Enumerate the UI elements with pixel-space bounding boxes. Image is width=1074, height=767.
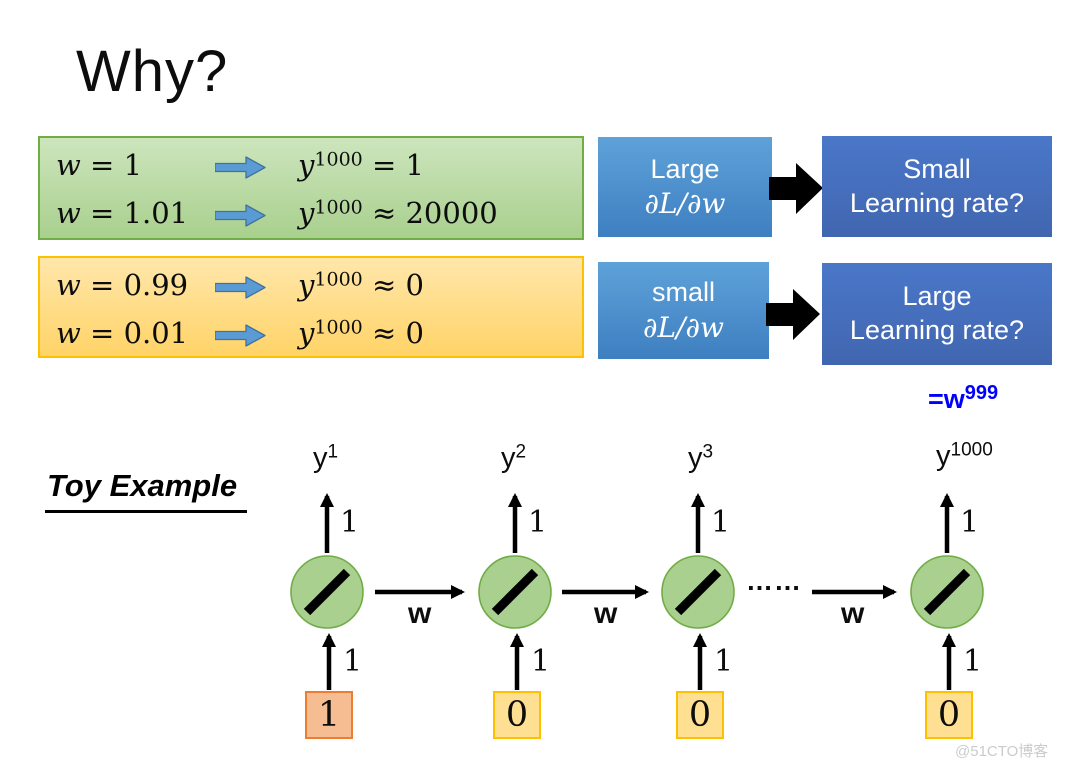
output-weight-label: 1 <box>960 505 980 540</box>
equation-lhs: w = 1 <box>56 148 142 182</box>
y-sup: 2 <box>515 441 527 463</box>
math-superscript: 1000 <box>314 148 363 171</box>
math-superscript: 1000 <box>314 268 363 291</box>
linear-activation-slash <box>491 568 539 616</box>
learning-rate-box-large: Large Learning rate? <box>822 263 1052 365</box>
annotation-base: =w <box>928 384 965 414</box>
toy-example-label: Toy Example <box>45 468 248 513</box>
math-var: y <box>298 316 315 350</box>
math-var: y <box>298 148 315 182</box>
transition-weight-label: w <box>841 597 865 630</box>
equation-lhs: w = 0.99 <box>56 268 188 302</box>
blue-block-arrow-icon <box>215 204 266 227</box>
math-var: y <box>298 196 315 230</box>
linear-activation-slash <box>303 568 351 616</box>
black-block-arrow-icon <box>766 289 820 340</box>
cause-label: small <box>651 277 715 308</box>
equation-rhs: y1000 ≈ 20000 <box>298 196 498 230</box>
input-box-2: 0 <box>493 691 541 739</box>
equation-row: w = 1 y1000 = 1 <box>40 142 582 192</box>
linear-activation-slash <box>674 568 722 616</box>
y-var: y <box>501 442 516 474</box>
input-weight-label: 1 <box>963 644 983 679</box>
output-label-y2: y2 <box>501 442 526 475</box>
effect-label2: Learning rate? <box>849 315 1025 345</box>
ellipsis-dots: …… <box>746 566 802 596</box>
w-power-annotation: =w999 <box>928 382 999 415</box>
partial-derivative-label: ∂L/∂w <box>644 187 726 221</box>
black-block-arrow-icon <box>769 163 823 214</box>
math-rest: = 0.01 <box>80 316 189 350</box>
equation-row: w = 0.99 y1000 ≈ 0 <box>40 262 582 312</box>
output-weight-label: 1 <box>528 505 548 540</box>
output-weight-label: 1 <box>340 505 360 540</box>
gradient-cause-box-small: small ∂L/∂w <box>598 262 769 359</box>
input-box-1: 1 <box>305 691 353 739</box>
output-label-y1: y1 <box>313 442 338 475</box>
math-rest: ≈ 20000 <box>362 196 498 230</box>
y-sup: 1000 <box>950 439 993 461</box>
partial-derivative-label: ∂L/∂w <box>643 310 724 344</box>
math-rest: = 1 <box>362 148 424 182</box>
effect-label: Large <box>902 281 972 312</box>
equation-rhs: y1000 ≈ 0 <box>298 316 424 350</box>
math-rest: ≈ 0 <box>362 316 424 350</box>
y-sup: 1 <box>327 441 339 463</box>
math-var: w <box>56 148 81 182</box>
equation-lhs: w = 0.01 <box>56 316 188 350</box>
input-box-3: 0 <box>676 691 724 739</box>
page-title: Why? <box>76 39 229 104</box>
math-superscript: 1000 <box>314 196 363 219</box>
input-weight-label: 1 <box>714 644 734 679</box>
math-var: w <box>56 268 81 302</box>
math-rest: = 0.99 <box>80 268 189 302</box>
math-rest: = 1 <box>80 148 143 182</box>
math-var: w <box>56 316 81 350</box>
equation-rhs: y1000 = 1 <box>298 148 424 182</box>
gradient-cause-box-large: Large ∂L/∂w <box>598 137 772 237</box>
output-weight-label: 1 <box>711 505 731 540</box>
orange-equation-box: w = 0.99 y1000 ≈ 0 w = 0.01 y1000 ≈ 0 <box>38 256 584 358</box>
green-equation-box: w = 1 y1000 = 1 w = 1.01 y1000 ≈ 20000 <box>38 136 584 240</box>
y-var: y <box>688 442 703 474</box>
output-label-y1000: y1000 <box>936 440 993 473</box>
neuron-node <box>661 555 735 629</box>
neuron-node <box>478 555 552 629</box>
math-rest: = 1.01 <box>80 196 189 230</box>
watermark: @51CTO博客 <box>955 743 1049 760</box>
rnn-chain-diagram <box>290 493 984 690</box>
math-var: y <box>298 268 315 302</box>
annotation-superscript: 999 <box>964 382 999 404</box>
neuron-node <box>290 555 364 629</box>
math-superscript: 1000 <box>314 316 363 339</box>
input-weight-label: 1 <box>531 644 551 679</box>
cause-label: Large <box>650 153 720 184</box>
transition-weight-label: w <box>408 597 432 630</box>
y-var: y <box>313 442 328 474</box>
linear-activation-slash <box>923 568 971 616</box>
y-var: y <box>936 440 951 472</box>
equation-lhs: w = 1.01 <box>56 196 188 230</box>
math-var: w <box>56 196 81 230</box>
blue-block-arrow-icon <box>215 276 266 299</box>
equation-rhs: y1000 ≈ 0 <box>298 268 424 302</box>
effect-label: Small <box>903 153 971 184</box>
math-rest: ≈ 0 <box>362 268 424 302</box>
equation-row: w = 1.01 y1000 ≈ 20000 <box>40 190 582 240</box>
effect-label2: Learning rate? <box>849 187 1025 218</box>
input-weight-label: 1 <box>343 644 363 679</box>
blue-block-arrow-icon <box>215 156 266 179</box>
learning-rate-box-small: Small Learning rate? <box>822 136 1052 237</box>
y-sup: 3 <box>702 441 714 463</box>
equation-row: w = 0.01 y1000 ≈ 0 <box>40 310 582 360</box>
neuron-node <box>910 555 984 629</box>
input-box-4: 0 <box>925 691 973 739</box>
blue-block-arrow-icon <box>215 324 266 347</box>
output-label-y3: y3 <box>688 442 713 475</box>
transition-weight-label: w <box>594 597 618 630</box>
